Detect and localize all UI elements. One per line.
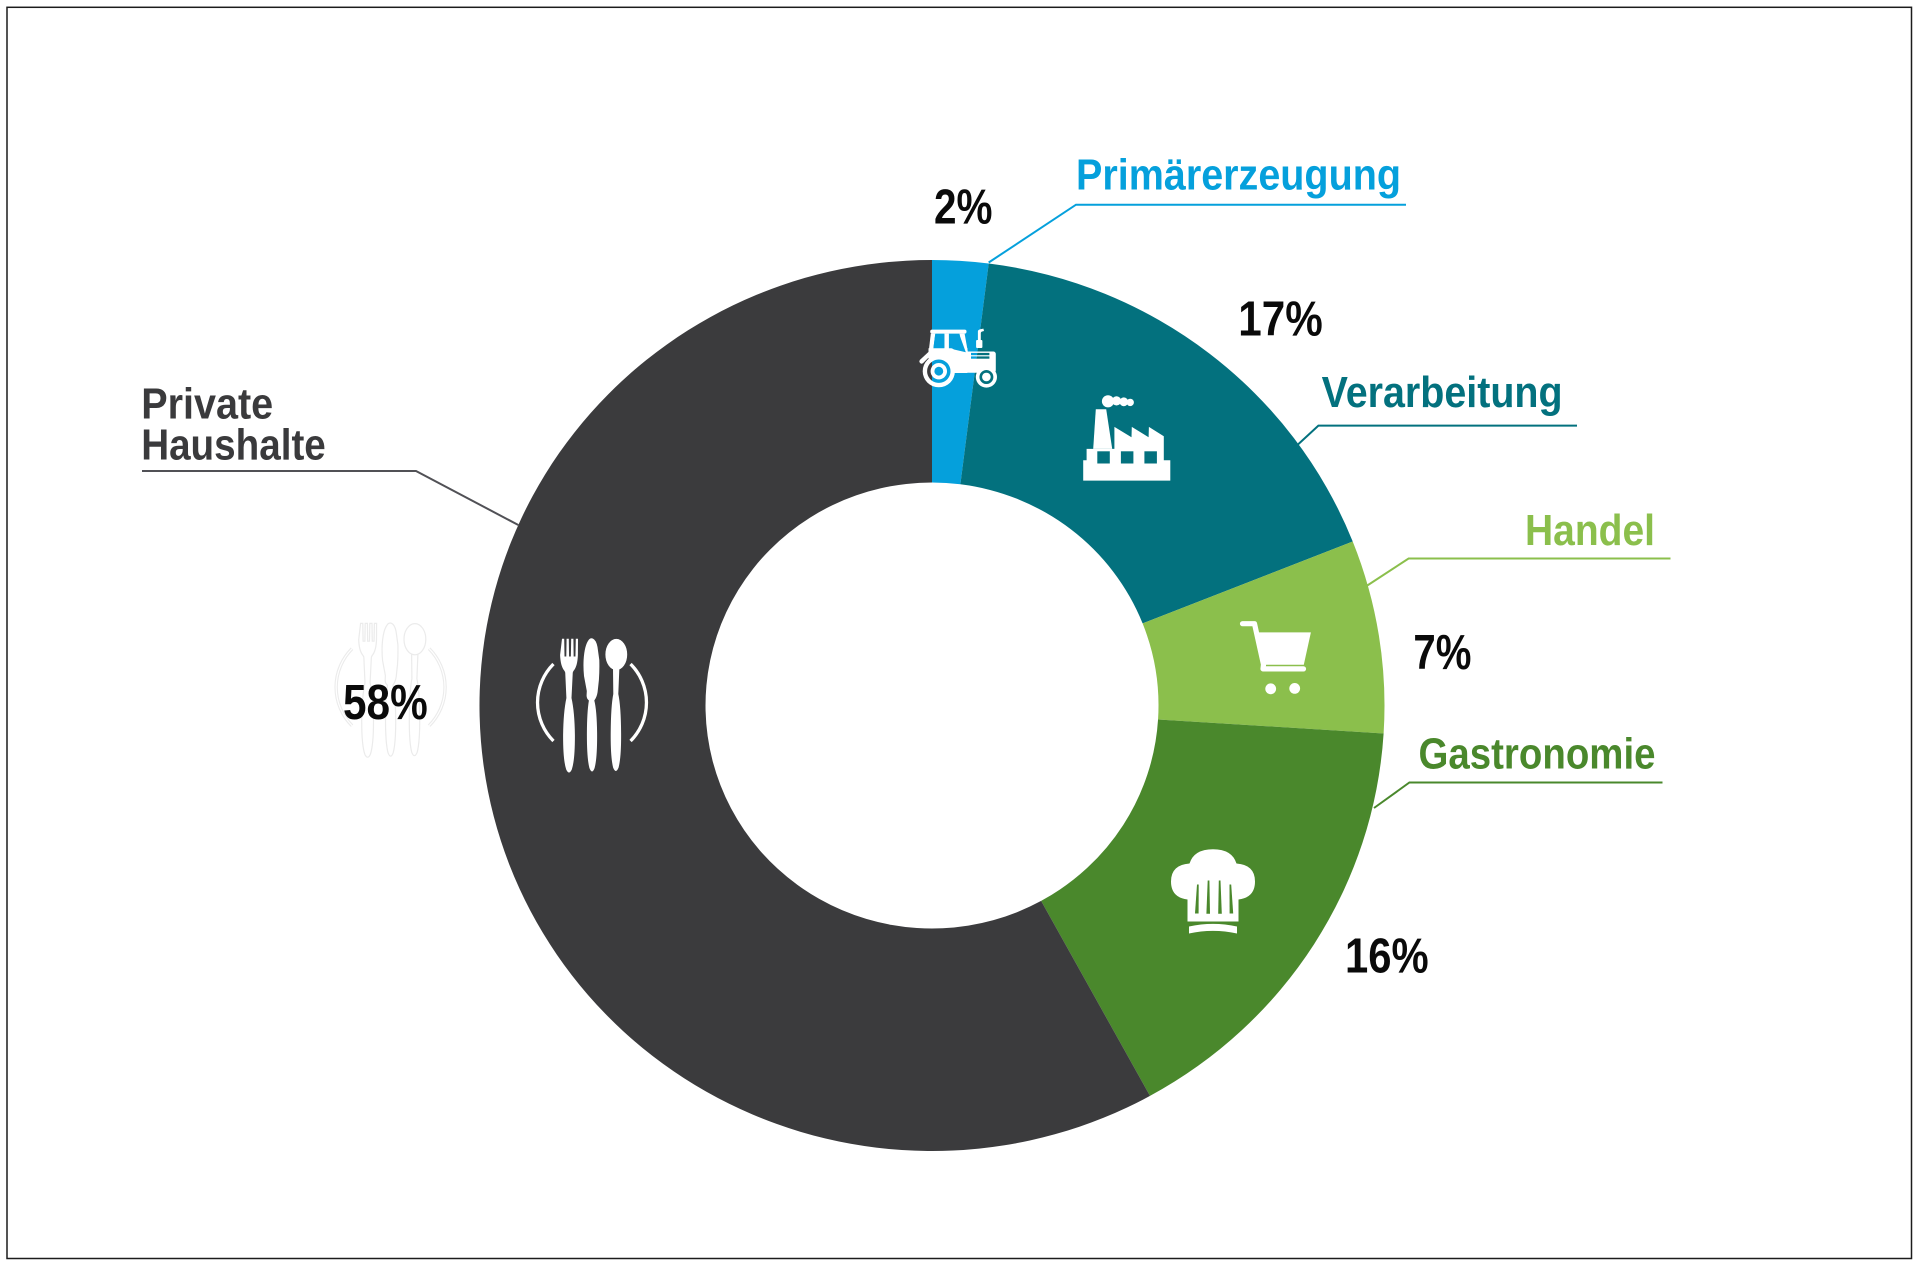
svg-text:7%: 7% xyxy=(1413,626,1471,680)
svg-text:Verarbeitung: Verarbeitung xyxy=(1322,368,1563,417)
svg-text:Gastronomie: Gastronomie xyxy=(1419,729,1656,778)
svg-text:2%: 2% xyxy=(934,181,993,235)
svg-text:16%: 16% xyxy=(1345,929,1429,983)
svg-text:17%: 17% xyxy=(1238,293,1322,347)
svg-text:Primärerzeugung: Primärerzeugung xyxy=(1076,151,1401,200)
svg-text:Handel: Handel xyxy=(1525,506,1655,555)
svg-text:Private: Private xyxy=(141,380,273,429)
svg-text:58%: 58% xyxy=(343,676,428,730)
svg-text:Haushalte: Haushalte xyxy=(141,420,326,469)
